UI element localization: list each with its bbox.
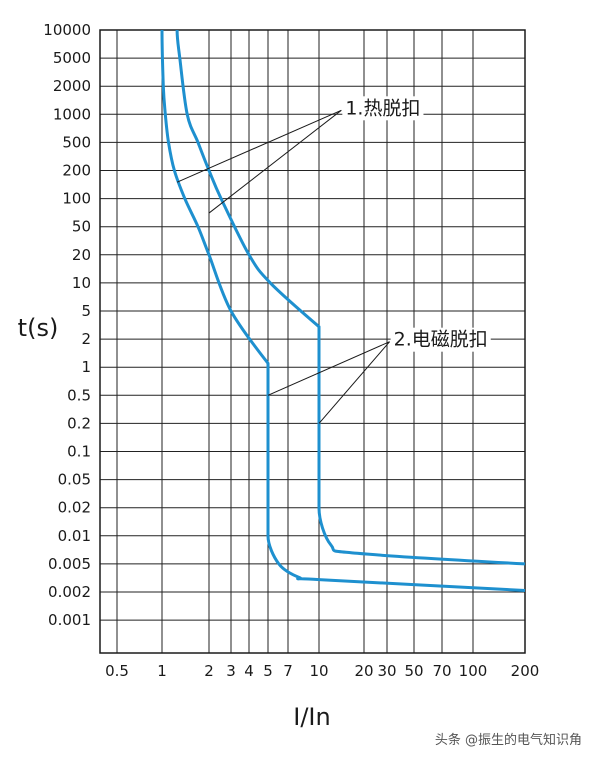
y-tick-label: 0.02 [58,499,91,517]
y-tick-label: 5 [81,302,91,320]
y-tick-label: 20 [72,246,91,264]
annotation-background [342,96,424,121]
x-tick-labels: 0.5 1 2 3 4 5 7 10 20 30 50 70 100 200 [105,662,539,680]
y-tick-label: 10000 [43,21,91,39]
y-tick-label: 500 [62,133,91,151]
x-tick-label: 50 [404,662,423,680]
annotation-pointer [267,341,390,396]
annotation-pointer [176,109,342,183]
x-tick-label: 10 [309,662,328,680]
x-tick-label: 70 [432,662,451,680]
trip-curve-line [160,29,526,592]
y-tick-label: 0.2 [67,414,91,432]
trip-curve-line [175,29,526,566]
x-tick-label: 3 [226,662,236,680]
y-tick-label: 0.01 [58,527,91,545]
annotation-pointer [208,109,342,214]
y-tick-label: 0.5 [67,386,91,404]
y-tick-label: 200 [62,162,91,180]
y-tick-label: 100 [62,190,91,208]
y-tick-label: 10 [72,274,91,292]
x-tick-label: 7 [283,662,293,680]
y-tick-label: 0.05 [58,471,91,489]
x-tick-label: 1 [157,662,167,680]
x-tick-label: 4 [244,662,254,680]
y-axis-label: t(s) [18,314,59,342]
y-tick-label: 2 [81,330,91,348]
x-tick-label: 5 [263,662,273,680]
y-tick-label: 0.001 [48,611,91,629]
annotation-pointer [318,341,390,424]
y-tick-label: 0.002 [48,583,91,601]
series-group [160,29,526,592]
annotation-label: 2.电磁脱扣 [394,329,488,351]
x-tick-label: 30 [377,662,396,680]
y-tick-label: 0.005 [48,555,91,573]
y-tick-label: 5000 [53,49,91,67]
y-tick-labels: 10000 5000 2000 1000 500 200 100 50 20 10 5 2 1 0.5 0.… [43,21,91,629]
annotations: 1.热脱扣 2.电磁脱扣 [176,96,491,424]
y-tick-label: 1 [81,358,91,376]
x-tick-label: 20 [354,662,373,680]
x-tick-label: 2 [204,662,214,680]
x-axis-label: I/In [293,703,330,731]
plot-frame [99,29,526,654]
y-tick-label: 2000 [53,77,91,95]
y-tick-label: 0.1 [67,443,91,461]
x-tick-label: 0.5 [105,662,129,680]
y-tick-label: 1000 [53,105,91,123]
watermark-text: 头条 @振生的电气知识角 [434,733,582,748]
grid [100,29,526,653]
x-tick-label: 200 [511,662,540,680]
annotation-background [390,327,491,352]
y-tick-label: 50 [72,218,91,236]
annotation-label: 1.热脱扣 [345,97,420,119]
x-tick-label: 100 [459,662,488,680]
